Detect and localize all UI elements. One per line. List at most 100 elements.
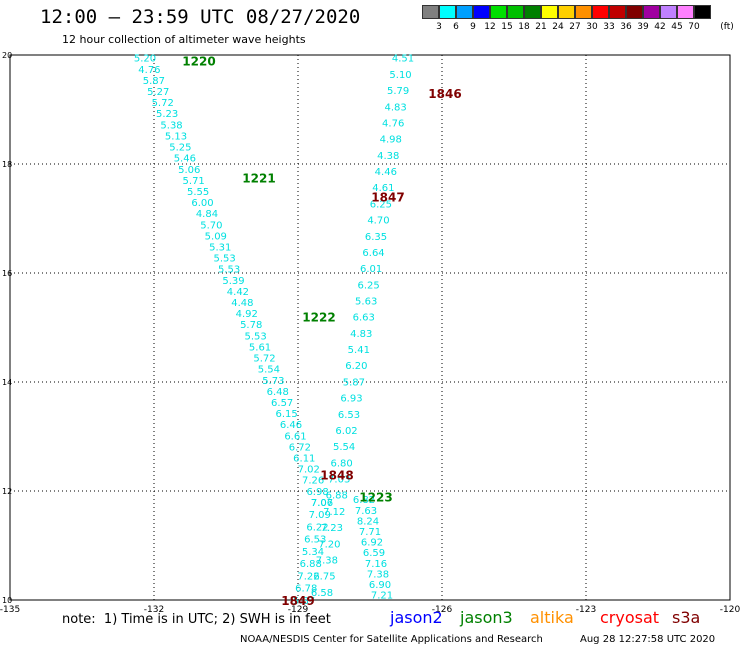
wave-height-value: 5.54 xyxy=(258,365,280,376)
wave-height-value: 5.78 xyxy=(240,320,262,331)
wave-height-value: 7.21 xyxy=(371,591,393,602)
colorbar-label: 70 xyxy=(688,22,700,32)
pass-time-labels: 1220 1221 1222 1223 1846 1847 1848 1849 xyxy=(182,54,461,608)
wave-height-value: 5.09 xyxy=(205,231,227,242)
wave-height-value: 5.70 xyxy=(200,220,222,231)
satellite-altika: altika xyxy=(530,608,574,627)
wave-height-value: 6.20 xyxy=(345,361,367,372)
satellite-s3a: s3a xyxy=(672,608,701,627)
satellite-cryosat: cryosat xyxy=(600,608,660,627)
wave-height-value: 6.92 xyxy=(361,538,383,549)
x-tick-label: -126 xyxy=(432,605,453,615)
colorbar-label: 24 xyxy=(552,22,564,32)
wave-height-value: 5.39 xyxy=(222,276,244,287)
pass-time-label: 1849 xyxy=(281,594,314,608)
y-tick-label: 20 xyxy=(2,51,12,60)
wave-height-value: 7.38 xyxy=(367,569,389,580)
wave-height-value: 5.31 xyxy=(209,242,231,253)
colorbar-label: 33 xyxy=(603,22,615,32)
wave-height-value: 5.34 xyxy=(302,547,324,558)
colorbar-label: 3 xyxy=(436,22,442,32)
pass-time-label: 1221 xyxy=(242,172,275,186)
x-tick-label: -135 xyxy=(0,605,20,615)
colorbar-swatch xyxy=(558,5,575,19)
colorbar-label: 42 xyxy=(654,22,666,32)
colorbar-label: 18 xyxy=(518,22,530,32)
colorbar-label: 15 xyxy=(501,22,513,32)
colorbar-label: 6 xyxy=(453,22,459,32)
wave-height-value: 7.26 xyxy=(302,476,324,487)
wave-height-value: 6.58 xyxy=(311,588,333,599)
wave-height-value: 5.87 xyxy=(343,377,365,388)
colorbar-swatch xyxy=(422,5,439,19)
wave-height-value: 7.07 xyxy=(311,498,333,509)
wave-height-value: 7.20 xyxy=(318,539,340,550)
generation-timestamp: Aug 28 12:27:58 UTC 2020 xyxy=(580,634,716,645)
wave-height-value: 5.79 xyxy=(387,86,409,97)
wave-height-value: 5.63 xyxy=(355,296,377,307)
wave-height-value: 6.57 xyxy=(271,398,293,409)
wave-height-value: 6.15 xyxy=(275,409,297,420)
colorbar-swatch xyxy=(677,5,694,19)
wave-height-value: 5.41 xyxy=(348,345,370,356)
wave-height-value: 4.46 xyxy=(375,167,397,178)
wave-height-value: 6.46 xyxy=(280,420,302,431)
wave-height-value: 6.80 xyxy=(331,458,353,469)
units-note: note: 1) Time is in UTC; 2) SWH is in fe… xyxy=(62,612,331,627)
footer-credit: NOAA/NESDIS Center for Satellite Applica… xyxy=(240,634,543,645)
wave-height-value: 4.83 xyxy=(385,102,407,113)
colorbar-label: 21 xyxy=(535,22,547,32)
wave-height-value: 7.71 xyxy=(359,527,381,538)
y-tick-label: 14 xyxy=(2,378,12,387)
y-tick-label: 12 xyxy=(2,487,12,496)
wave-height-value: 5.20 xyxy=(134,54,156,65)
wave-height-value: 5.10 xyxy=(389,70,411,81)
wave-height-value: 6.93 xyxy=(340,394,362,405)
wave-height-value: 4.76 xyxy=(138,65,160,76)
colorbar-swatch xyxy=(643,5,660,19)
plot-frame xyxy=(9,54,731,601)
axes: -135 -132 -129 -126 -123 -120 10 12 14 16 18 20 xyxy=(0,51,740,615)
wave-height-value: 7.16 xyxy=(365,559,387,570)
wave-height-value: 6.63 xyxy=(353,313,375,324)
colorbar-swatch xyxy=(541,5,558,19)
wave-height-value: 6.88 xyxy=(300,559,322,570)
wave-height-value: 6.01 xyxy=(360,264,382,275)
colorbar-label: 9 xyxy=(470,22,476,32)
y-tick-label: 18 xyxy=(2,160,12,169)
wave-height-value: 6.88 xyxy=(326,491,348,502)
wave-height-value: 4.38 xyxy=(377,151,399,162)
y-tick-label: 10 xyxy=(2,596,12,605)
wave-height-value: 5.54 xyxy=(333,442,355,453)
wave-height-value: 4.84 xyxy=(196,209,218,220)
wave-height-value: 6.53 xyxy=(338,410,360,421)
y-tick-label: 16 xyxy=(2,269,12,278)
colorbar-label: 30 xyxy=(586,22,598,32)
wave-height-value: 6.90 xyxy=(369,580,391,591)
wave-height-value: 6.78 xyxy=(295,584,317,595)
x-tick-label: -120 xyxy=(720,605,740,615)
wave-height-points: 5.204.765.875.275.725.235.385.135.255.46… xyxy=(134,54,414,607)
wave-height-value: 4.76 xyxy=(382,118,404,129)
wave-height-value: 5.61 xyxy=(249,342,271,353)
pass-time-label: 1220 xyxy=(182,54,215,68)
wave-height-value: 7.38 xyxy=(316,555,338,566)
colorbar-swatch xyxy=(626,5,643,19)
colorbar-swatch xyxy=(694,5,711,19)
wave-height-value: 5.53 xyxy=(218,265,240,276)
pass-time-label: 1223 xyxy=(359,490,392,504)
wave-height-value: 5.46 xyxy=(174,154,196,165)
wave-height-value: 7.02 xyxy=(298,465,320,476)
wave-height-value: 6.72 xyxy=(289,442,311,453)
wave-height-value: 5.55 xyxy=(187,187,209,198)
wave-height-value: 4.61 xyxy=(372,183,394,194)
wave-height-value: 6.53 xyxy=(304,535,326,546)
colorbar-label: 39 xyxy=(637,22,649,32)
wave-height-value: 5.23 xyxy=(156,109,178,120)
colorbar-label: 12 xyxy=(484,22,496,32)
wave-height-value: 4.42 xyxy=(227,287,249,298)
wave-height-value: 4.92 xyxy=(236,309,258,320)
x-tick-label: -129 xyxy=(288,605,309,615)
